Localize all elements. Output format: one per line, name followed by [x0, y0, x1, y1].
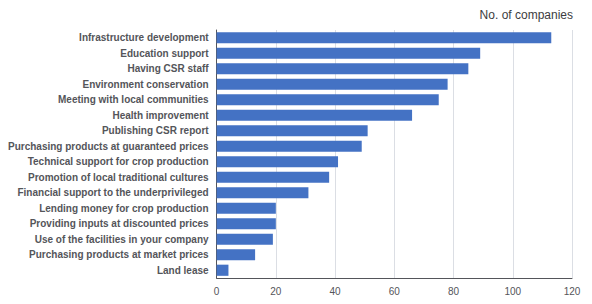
svg-text:Education support: Education support: [120, 48, 209, 59]
svg-text:Promotion of local traditional: Promotion of local traditional cultures: [28, 172, 209, 183]
svg-text:Land lease: Land lease: [157, 265, 209, 276]
svg-text:0: 0: [214, 286, 220, 297]
svg-text:20: 20: [270, 286, 282, 297]
svg-text:Purchasing products at guarant: Purchasing products at guaranteed prices: [8, 141, 209, 152]
svg-text:Meeting with local communities: Meeting with local communities: [58, 94, 209, 105]
svg-text:Having CSR staff: Having CSR staff: [127, 63, 209, 74]
svg-text:80: 80: [448, 286, 460, 297]
svg-text:No. of companies: No. of companies: [480, 8, 573, 22]
svg-text:Environment conservation: Environment conservation: [82, 79, 208, 90]
svg-text:40: 40: [330, 286, 342, 297]
svg-text:Use of the facilities in your: Use of the facilities in your company: [35, 234, 209, 245]
svg-text:Financial support to the under: Financial support to the underprivileged: [17, 187, 208, 198]
svg-text:120: 120: [564, 286, 581, 297]
svg-text:Technical support for crop pro: Technical support for crop production: [28, 156, 209, 167]
svg-text:Providing inputs at discounted: Providing inputs at discounted prices: [30, 218, 209, 229]
svg-text:60: 60: [389, 286, 401, 297]
svg-text:Lending money for crop product: Lending money for crop production: [39, 203, 208, 214]
svg-text:100: 100: [504, 286, 521, 297]
svg-text:Publishing CSR report: Publishing CSR report: [102, 125, 209, 136]
svg-text:Health improvement: Health improvement: [112, 110, 209, 121]
svg-text:Purchasing products at market: Purchasing products at market prices: [29, 249, 209, 260]
svg-text:Infrastructure development: Infrastructure development: [79, 32, 209, 43]
